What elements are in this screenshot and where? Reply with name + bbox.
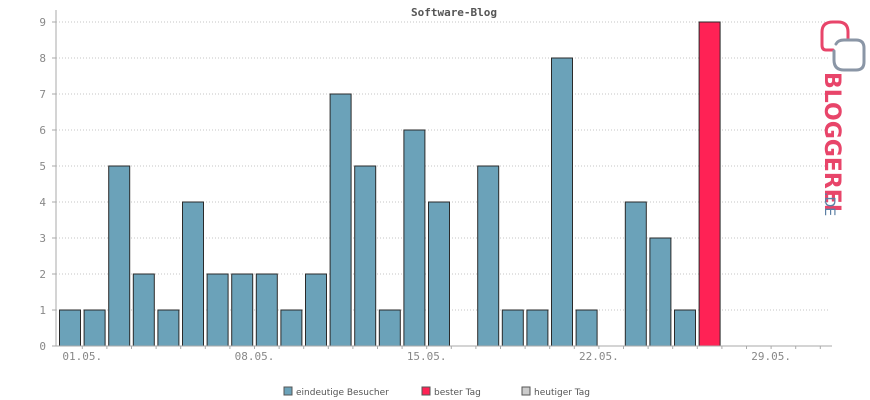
bar <box>280 309 303 347</box>
bar <box>649 237 672 347</box>
y-tick-label: 7 <box>39 88 46 101</box>
logo-text: BLOGGEREI <box>819 72 844 212</box>
bar <box>83 309 106 347</box>
y-tick-label: 9 <box>39 16 46 29</box>
y-tick-label: 3 <box>39 232 46 245</box>
y-tick-label: 4 <box>39 196 46 209</box>
bar <box>674 309 696 347</box>
bar <box>575 309 598 347</box>
speech-bubble-icon <box>820 20 866 72</box>
bar <box>698 21 721 347</box>
bar <box>59 309 81 347</box>
y-tick-label: 2 <box>39 268 46 281</box>
x-tick-label: 01.05. <box>62 350 102 363</box>
bar <box>231 273 254 347</box>
bar <box>624 201 647 347</box>
bar <box>255 273 278 347</box>
bar <box>378 309 401 347</box>
y-tick-label: 6 <box>39 124 46 137</box>
bar <box>354 165 377 347</box>
logo-suffix: .DE <box>821 192 837 216</box>
chart-title: Software-Blog <box>411 6 497 19</box>
bar <box>157 309 180 347</box>
bar <box>329 93 352 347</box>
y-tick-label: 1 <box>39 304 46 317</box>
y-tick-label: 8 <box>39 52 46 65</box>
bar <box>305 273 327 347</box>
y-tick-label: 0 <box>39 340 46 353</box>
axes: 0 1 2 3 4 5 6 7 8 9 01.05. 08.05. 15.05. 22.05. 29.05. <box>39 10 832 363</box>
legend-label: eindeutige Besucher <box>296 388 389 398</box>
bloggerei-logo: BLOGGEREI .DE <box>819 20 866 216</box>
legend-swatch <box>283 386 293 396</box>
bar <box>477 165 500 347</box>
bar <box>182 201 204 347</box>
legend-label: heutiger Tag <box>534 388 590 398</box>
legend-swatch <box>521 386 531 396</box>
legend: eindeutige Besucher bester Tag heutiger Ta… <box>283 386 590 398</box>
x-tick-label: 29.05. <box>751 350 791 363</box>
bars <box>59 21 721 347</box>
bar <box>206 273 229 347</box>
legend-label: bester Tag <box>434 388 481 398</box>
bar <box>403 129 426 347</box>
bar <box>551 57 573 347</box>
y-tick-label: 5 <box>39 160 46 173</box>
bar <box>132 273 155 347</box>
x-tick-label: 22.05. <box>579 350 619 363</box>
legend-swatch <box>421 386 431 396</box>
bar <box>501 309 524 347</box>
x-tick-label: 15.05. <box>407 350 447 363</box>
bar <box>428 201 450 347</box>
bar <box>108 165 131 347</box>
bar <box>526 309 549 347</box>
x-tick-label: 08.05. <box>235 350 275 363</box>
